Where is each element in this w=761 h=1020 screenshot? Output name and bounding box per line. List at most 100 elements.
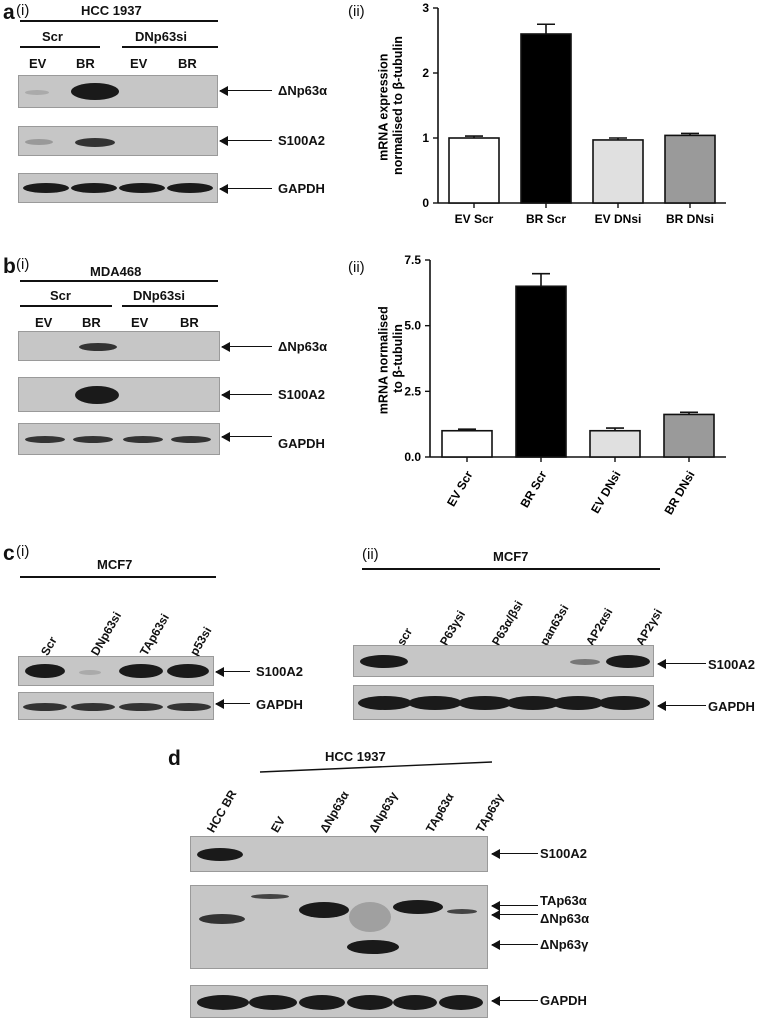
panel-a-bar-chart: 0 1 2 3 EV Scr BR Scr EV DNsi BR DNsi mRNA expre…: [377, 1, 726, 226]
panel-c-ii-label-s100a2: S100A2: [708, 657, 755, 672]
blot-band-faint: [251, 894, 289, 899]
chart-b-category-label: EV DNsi: [588, 469, 623, 516]
panel-a-top-line: [20, 20, 218, 22]
blot-band: [167, 664, 209, 678]
panel-a-lane-3: EV: [130, 56, 148, 71]
panel-d-lane-1: HCC BR: [204, 787, 240, 835]
chart-b-ytick-label: 5.0: [404, 319, 421, 333]
panel-c-ii-blot-gapdh: [353, 685, 654, 720]
panel-b-dn-line: [122, 305, 218, 307]
panel-b-label-dnp63a: ΔNp63α: [278, 339, 328, 354]
panel-b-letter: b: [3, 255, 16, 278]
blot-band: [71, 83, 119, 100]
panel-b-label-gapdh: GAPDH: [278, 436, 325, 451]
panel-c-ii-line: [362, 568, 660, 570]
panel-d-lane-4: ΔNp63γ: [366, 789, 401, 835]
arrow-icon: [219, 85, 272, 96]
panel-a-cell-line: HCC 1937: [81, 3, 142, 18]
arrow-icon: [491, 909, 538, 920]
panel-b-group-scr: Scr: [50, 288, 71, 303]
blot-band: [171, 436, 211, 443]
panel-c-i-lane-2: DNp63si: [88, 609, 125, 658]
chart-b-category-label: BR Scr: [517, 468, 549, 510]
blot-band: [552, 696, 604, 710]
panel-a-scr-line: [20, 46, 100, 48]
panel-b-lane-3: EV: [131, 315, 149, 330]
blot-band: [167, 703, 211, 711]
chart-a-category-label: BR DNsi: [666, 212, 714, 226]
blot-band-faint: [25, 90, 49, 95]
blot-band-faint: [79, 670, 101, 675]
panel-b-lane-2: BR: [82, 315, 101, 330]
panel-b-lane-4: BR: [180, 315, 199, 330]
panel-b-scr-line: [20, 305, 112, 307]
blot-band: [75, 138, 115, 147]
chart-a-category-label: EV Scr: [455, 212, 494, 226]
chart-a-y-axis-label: mRNA expression normalised to β-tubulin: [377, 36, 405, 175]
blot-band: [23, 703, 67, 711]
panel-b-group-dn: DNp63si: [133, 288, 186, 303]
blot-band-faint: [570, 659, 600, 665]
panel-c-i-lane-3: TAp63si: [137, 611, 173, 658]
blot-band: [167, 183, 213, 193]
chart-a-ytick-label: 1: [422, 131, 429, 145]
blot-band: [79, 343, 117, 351]
blot-band: [73, 436, 113, 443]
blot-band: [299, 995, 345, 1010]
panel-b-lane-1: EV: [35, 315, 53, 330]
chart-b-category-label: BR DNsi: [661, 469, 697, 518]
panel-b-cell-line: MDA468: [90, 264, 142, 279]
chart-b-bar: [515, 285, 567, 458]
arrow-icon: [491, 900, 538, 911]
panel-c-i-blot-gapdh: [18, 692, 214, 720]
arrow-icon: [491, 995, 538, 1006]
panel-b-label-s100a2: S100A2: [278, 387, 325, 402]
panel-d-lane-3: ΔNp63α: [317, 788, 352, 835]
panel-c-cell-line-ii: MCF7: [493, 549, 529, 564]
chart-a-bar: [520, 33, 572, 204]
blot-band: [25, 664, 65, 678]
chart-a-ytick-label: 0: [422, 196, 429, 210]
blot-band: [360, 655, 408, 668]
blot-band: [393, 995, 437, 1010]
panel-d-label-tap63a: TAp63α: [540, 893, 587, 908]
chart-a-bar: [592, 139, 644, 204]
panel-d-lane-6: TAp63γ: [473, 791, 507, 835]
blot-band: [71, 183, 117, 193]
chart-b-ytick-label: 2.5: [404, 384, 421, 398]
panel-c-i-label-s100a2: S100A2: [256, 664, 303, 679]
blot-band: [606, 655, 650, 668]
blot-band: [439, 995, 483, 1010]
blot-band: [197, 995, 249, 1010]
panel-c-sub-ii: (ii): [362, 546, 379, 563]
arrow-icon: [657, 658, 706, 669]
panel-a-sub-i: (i): [16, 2, 30, 19]
panel-d-blot-p63: [190, 885, 488, 969]
chart-a-category-label: BR Scr: [526, 212, 566, 226]
chart-a-bar: [448, 137, 500, 204]
panel-d-letter: d: [168, 747, 181, 770]
panel-c-i-blot-s100a2: [18, 656, 214, 686]
panel-b-top-line: [20, 280, 218, 282]
panel-a-group-dn: DNp63si: [135, 29, 188, 44]
blot-band: [347, 940, 399, 954]
chart-b-ytick-label: 0.0: [404, 450, 421, 464]
panel-d-label-gapdh: GAPDH: [540, 993, 587, 1008]
blot-band: [119, 703, 163, 711]
blot-band: [71, 703, 115, 711]
blot-band: [458, 696, 512, 710]
chart-b-bar: [589, 429, 641, 458]
arrow-icon: [215, 666, 250, 677]
panel-c-ii-lane-2: P63γsi: [437, 608, 469, 648]
blot-band-faint: [447, 909, 477, 914]
blot-band: [249, 995, 297, 1010]
panel-b-blot-s100a2: [18, 377, 220, 412]
arrow-icon: [215, 698, 250, 709]
arrow-icon: [221, 389, 272, 400]
blot-band: [598, 696, 650, 710]
chart-b-category-label: EV Scr: [444, 468, 476, 509]
panel-d-label-dnp63g: ΔNp63γ: [540, 937, 589, 952]
blot-band: [119, 183, 165, 193]
panel-a-group-scr: Scr: [42, 29, 63, 44]
panel-d-cell-line: HCC 1937: [325, 749, 386, 764]
